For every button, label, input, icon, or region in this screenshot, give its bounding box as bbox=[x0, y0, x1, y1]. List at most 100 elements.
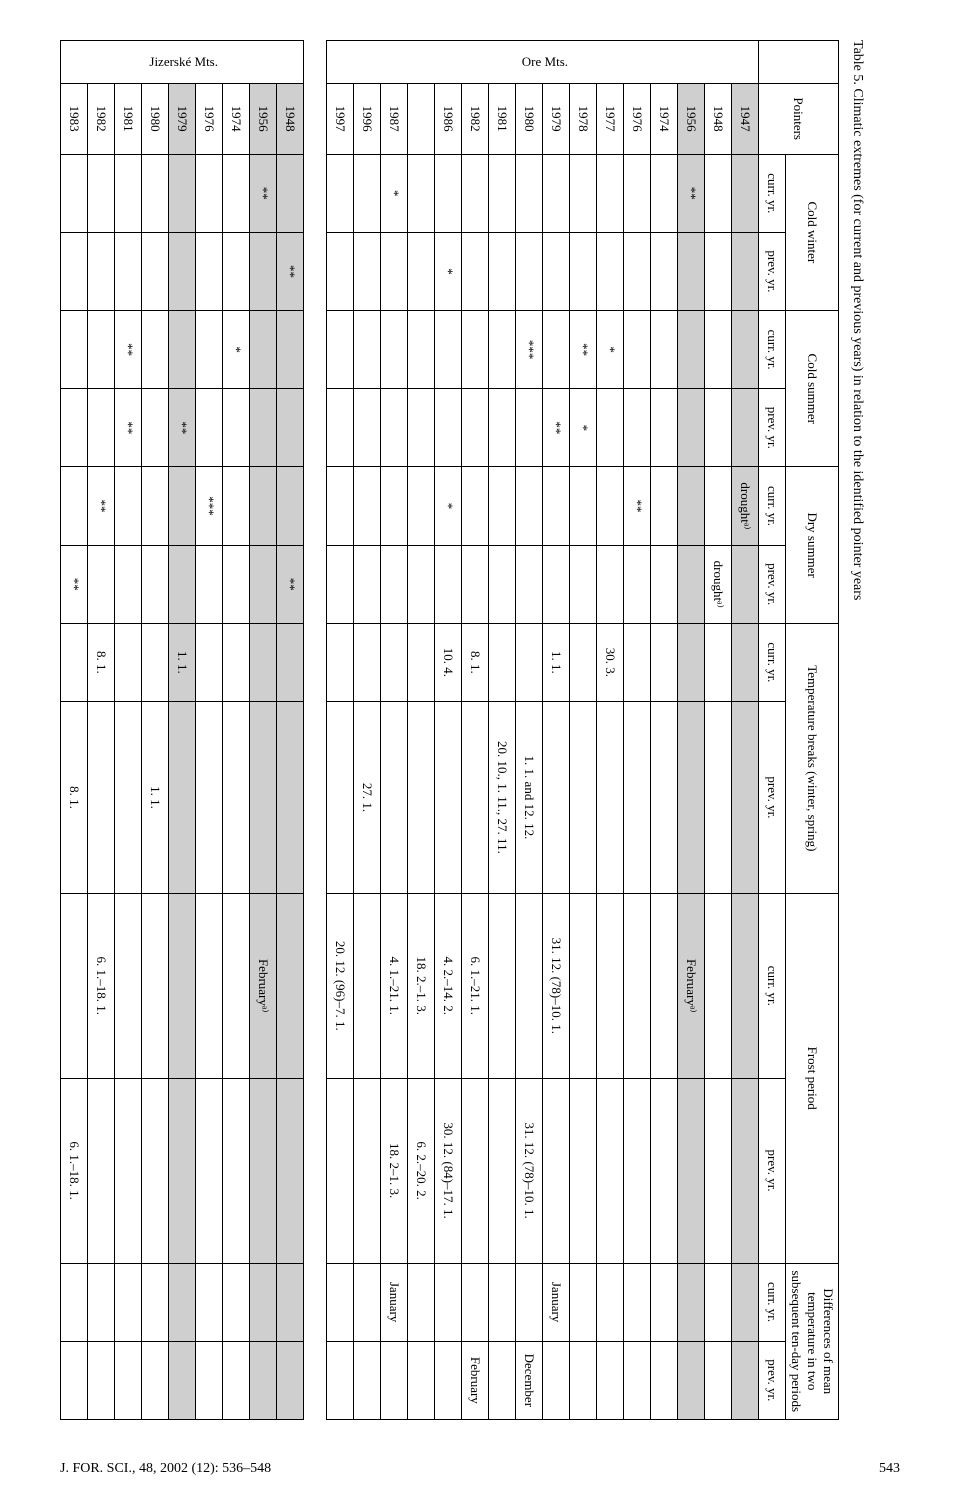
data-cell bbox=[651, 545, 678, 623]
data-cell bbox=[543, 1341, 570, 1419]
data-cell bbox=[678, 1078, 705, 1263]
data-cell bbox=[597, 701, 624, 893]
data-cell bbox=[61, 311, 88, 389]
region-ore: Ore Mts. bbox=[327, 41, 759, 84]
data-cell bbox=[88, 1263, 115, 1341]
data-cell: 31. 12. (78)–10. 1. bbox=[516, 1078, 543, 1263]
data-cell bbox=[250, 1263, 277, 1341]
data-cell bbox=[705, 311, 732, 389]
data-cell bbox=[277, 389, 304, 467]
data-cell bbox=[624, 1078, 651, 1263]
data-cell bbox=[624, 1263, 651, 1341]
data-cell bbox=[705, 1263, 732, 1341]
data-cell bbox=[61, 623, 88, 701]
data-cell bbox=[408, 232, 435, 310]
data-cell bbox=[732, 154, 759, 232]
year-cell: 1980 bbox=[516, 83, 543, 154]
data-cell: 1. 1. and 12. 12. bbox=[516, 701, 543, 893]
data-cell: 30. 12. (84)–17. 1. bbox=[435, 1078, 462, 1263]
data-cell bbox=[489, 545, 516, 623]
year-cell: 1983 bbox=[61, 83, 88, 154]
data-cell bbox=[196, 545, 223, 623]
data-cell bbox=[489, 1078, 516, 1263]
year-cell: 1982 bbox=[88, 83, 115, 154]
data-cell: * bbox=[381, 154, 408, 232]
data-cell: 30. 3. bbox=[597, 623, 624, 701]
data-cell bbox=[408, 467, 435, 545]
data-cell bbox=[489, 311, 516, 389]
data-cell: February bbox=[462, 1341, 489, 1419]
data-cell bbox=[327, 1078, 354, 1263]
data-cell bbox=[381, 623, 408, 701]
data-cell bbox=[435, 154, 462, 232]
data-cell bbox=[435, 1341, 462, 1419]
table-caption: Table 5. Climatic extremes (for current … bbox=[849, 40, 865, 1420]
data-cell: ** bbox=[115, 389, 142, 467]
data-cell: 1. 1. bbox=[543, 623, 570, 701]
year-cell: 1948 bbox=[277, 83, 304, 154]
subheader: prev. yr. bbox=[759, 1341, 786, 1419]
data-cell bbox=[196, 701, 223, 893]
data-cell bbox=[651, 154, 678, 232]
data-cell bbox=[543, 545, 570, 623]
data-cell bbox=[327, 311, 354, 389]
data-cell bbox=[570, 1078, 597, 1263]
data-cell: 8. 1. bbox=[61, 701, 88, 893]
data-cell: 31. 12. (78)–10. 1. bbox=[543, 893, 570, 1078]
data-cell bbox=[651, 1078, 678, 1263]
data-cell bbox=[408, 545, 435, 623]
year-cell: 1976 bbox=[624, 83, 651, 154]
footer-left: J. FOR. SCI., 48, 2002 (12): 536–548 bbox=[60, 1461, 271, 1477]
data-cell bbox=[570, 545, 597, 623]
data-cell bbox=[732, 232, 759, 310]
data-cell bbox=[597, 154, 624, 232]
data-cell bbox=[169, 1078, 196, 1263]
data-cell bbox=[277, 701, 304, 893]
data-cell bbox=[570, 232, 597, 310]
data-cell bbox=[250, 545, 277, 623]
data-cell bbox=[115, 467, 142, 545]
data-cell: 6. 1.–18. 1. bbox=[88, 893, 115, 1078]
data-cell bbox=[462, 1263, 489, 1341]
data-cell bbox=[142, 154, 169, 232]
data-cell bbox=[516, 893, 543, 1078]
data-cell bbox=[732, 1341, 759, 1419]
data-cell bbox=[327, 232, 354, 310]
data-cell: 18. 2–1. 3. bbox=[381, 1078, 408, 1263]
year-cell: 1997 bbox=[327, 83, 354, 154]
data-cell bbox=[250, 1078, 277, 1263]
data-cell bbox=[678, 232, 705, 310]
data-cell bbox=[516, 467, 543, 545]
data-cell bbox=[250, 232, 277, 310]
data-cell: droughtᵃ⁾ bbox=[705, 545, 732, 623]
data-cell bbox=[624, 311, 651, 389]
data-cell bbox=[381, 467, 408, 545]
data-cell bbox=[196, 389, 223, 467]
data-cell bbox=[624, 545, 651, 623]
data-cell bbox=[196, 893, 223, 1078]
data-cell bbox=[169, 701, 196, 893]
region-jiz: Jizerské Mts. bbox=[61, 41, 304, 84]
data-cell bbox=[489, 154, 516, 232]
data-cell bbox=[61, 232, 88, 310]
year-cell: 1979 bbox=[169, 83, 196, 154]
data-cell bbox=[732, 893, 759, 1078]
data-cell bbox=[115, 1263, 142, 1341]
data-cell: Februaryᵃ⁾ bbox=[250, 893, 277, 1078]
data-cell bbox=[381, 701, 408, 893]
year-cell: 1956 bbox=[250, 83, 277, 154]
year-cell: 1987 bbox=[381, 83, 408, 154]
data-cell: ** bbox=[115, 311, 142, 389]
data-cell bbox=[354, 311, 381, 389]
data-cell: 8. 1. bbox=[462, 623, 489, 701]
data-cell: ** bbox=[277, 545, 304, 623]
data-cell bbox=[435, 311, 462, 389]
data-cell bbox=[354, 1341, 381, 1419]
data-cell bbox=[142, 1263, 169, 1341]
data-cell bbox=[651, 467, 678, 545]
data-cell bbox=[678, 389, 705, 467]
data-cell bbox=[381, 311, 408, 389]
data-cell bbox=[327, 623, 354, 701]
data-cell bbox=[408, 1263, 435, 1341]
year-cell: 1980 bbox=[142, 83, 169, 154]
